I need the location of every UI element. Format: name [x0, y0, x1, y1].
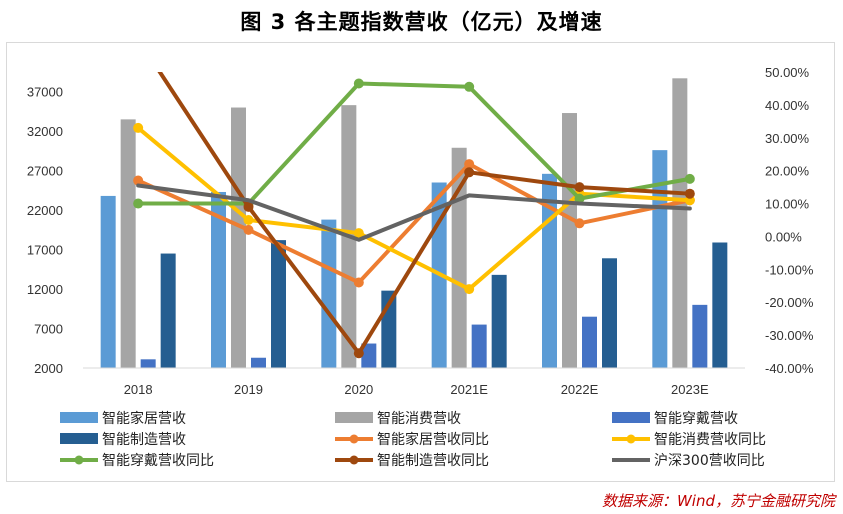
series-line	[136, 162, 692, 285]
left-tick-label: 7000	[34, 322, 63, 337]
series-line	[136, 183, 692, 242]
series-point	[353, 277, 364, 288]
legend-swatch	[612, 412, 650, 423]
series-point	[353, 228, 364, 239]
bar	[692, 304, 708, 368]
left-tick-label: 32000	[27, 124, 63, 139]
series-point	[133, 175, 144, 186]
series-point	[353, 348, 364, 359]
legend-label: 智能穿戴营收同比	[102, 453, 214, 469]
bar	[140, 359, 156, 368]
series-point	[133, 198, 144, 209]
series-point	[684, 173, 695, 184]
series-point	[133, 34, 143, 44]
x-tick-label: 2020	[344, 382, 373, 397]
left-tick-label: 37000	[27, 85, 63, 100]
legend-swatch	[60, 433, 98, 444]
bar	[271, 240, 286, 368]
series-point	[574, 218, 585, 229]
bar	[491, 274, 507, 368]
bar	[471, 324, 487, 368]
left-tick-label: 22000	[27, 203, 63, 218]
bar	[100, 195, 116, 368]
x-tick-label: 2022E	[561, 382, 599, 397]
right-tick-label: 30.00%	[765, 131, 810, 146]
series-point	[464, 81, 475, 92]
legend-label: 智能家居营收同比	[377, 431, 489, 448]
chart-frame	[6, 42, 835, 482]
right-tick-label: 50.00%	[765, 65, 810, 80]
right-tick-label: -40.00%	[765, 361, 814, 376]
right-tick-label: -30.00%	[765, 328, 814, 343]
legend-swatch	[60, 412, 98, 423]
legend-label: 智能制造营收同比	[377, 453, 489, 469]
bar	[211, 191, 226, 368]
legend-label: 智能家居营收	[102, 410, 186, 427]
line-layer	[133, 34, 695, 359]
legend-marker	[349, 455, 359, 465]
bar	[321, 219, 337, 368]
bar	[562, 113, 577, 368]
series-point	[464, 284, 475, 295]
series-point	[133, 122, 144, 133]
right-tick-label: 40.00%	[765, 98, 810, 113]
left-axis: 2000 7000 12000 17000 22000 27000 32000 37000	[27, 85, 63, 376]
series-point	[684, 188, 695, 199]
bar	[602, 258, 617, 368]
right-axis: -40.00% -30.00% -20.00% -10.00% 0.00% 10.00% 2…	[765, 65, 814, 376]
series-line	[136, 81, 692, 206]
legend-label: 智能消费营收	[377, 411, 461, 427]
right-tick-label: 0.00%	[765, 229, 802, 244]
series-point	[243, 224, 254, 235]
series-point	[243, 215, 254, 225]
left-tick-label: 2000	[34, 361, 63, 376]
bar	[672, 78, 688, 368]
bar	[582, 316, 597, 368]
series-point	[243, 201, 254, 212]
right-tick-label: -20.00%	[765, 295, 814, 310]
series-point	[574, 193, 585, 204]
series-point	[464, 167, 475, 178]
x-tick-label: 2018	[124, 382, 153, 397]
legend-label: 沪深300营收同比	[654, 453, 765, 469]
bar	[712, 242, 728, 368]
legend-marker	[74, 455, 84, 465]
right-tick-label: 10.00%	[765, 197, 810, 212]
bar	[361, 343, 377, 368]
x-tick-label: 2021E	[450, 382, 488, 397]
series-line	[157, 72, 692, 356]
legend-marker	[349, 434, 359, 444]
chart-title: 图 3 各主题指数营收（亿元）及增速	[240, 10, 603, 34]
legend-swatch	[335, 412, 373, 423]
x-tick-label: 2023E	[671, 382, 709, 397]
legend-marker	[626, 434, 636, 444]
series-point	[353, 78, 364, 89]
x-axis: 2018 2019 2020 2021E 2022E 2023E	[124, 382, 709, 397]
series-point	[464, 159, 475, 170]
bar	[160, 253, 176, 368]
bar	[120, 119, 136, 368]
left-tick-label: 17000	[27, 243, 63, 258]
left-tick-label: 12000	[27, 282, 63, 297]
bar	[231, 107, 246, 369]
right-tick-label: -10.00%	[765, 262, 814, 277]
bar	[251, 357, 266, 368]
right-tick-label: 20.00%	[765, 164, 810, 179]
series-point	[574, 182, 585, 193]
legend-label: 智能制造营收	[102, 432, 186, 448]
source-note: 数据来源：Wind，苏宁金融研究院	[601, 492, 835, 510]
legend-label: 智能消费营收同比	[654, 432, 766, 448]
x-tick-label: 2019	[234, 382, 263, 397]
left-tick-label: 27000	[27, 164, 63, 179]
legend-label: 智能穿戴营收	[654, 411, 738, 427]
